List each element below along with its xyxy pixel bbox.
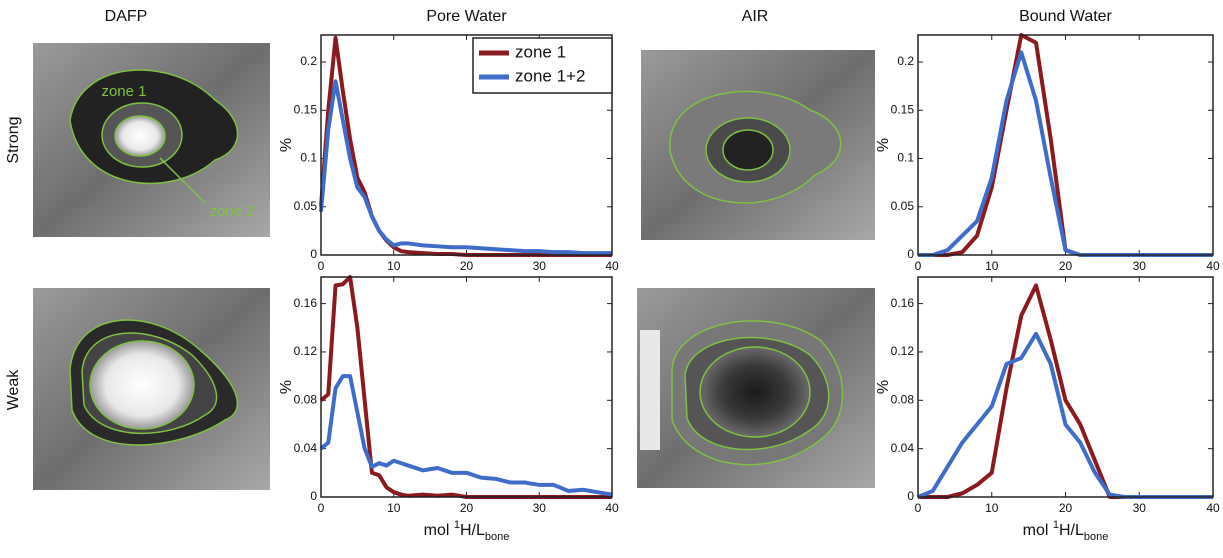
row-label: Weak (5, 369, 22, 411)
plot-area (918, 277, 1213, 497)
x-tick-label: 20 (460, 501, 474, 515)
x-tick-label: 30 (533, 501, 547, 515)
y-tick-label: 0 (907, 489, 914, 503)
x-tick-label: 40 (1206, 501, 1220, 515)
x-axis-label-part: mol (424, 522, 454, 539)
y-tick-label: 0 (310, 247, 317, 261)
y-tick-label: 0.16 (891, 296, 915, 310)
x-tick-label: 10 (387, 259, 401, 273)
y-tick-label: 0.05 (891, 199, 915, 213)
y-tick-label: 0.1 (300, 151, 317, 165)
y-tick-label: 0.12 (294, 344, 318, 358)
x-axis-label-part: 1 (1053, 519, 1059, 531)
y-axis-label: % (278, 138, 295, 152)
x-tick-label: 0 (318, 259, 325, 273)
column-header: DAFP (105, 8, 148, 25)
y-tick-label: 0.15 (294, 102, 318, 116)
x-tick-label: 20 (460, 259, 474, 273)
x-tick-label: 0 (915, 259, 922, 273)
x-tick-label: 30 (1133, 259, 1147, 273)
x-axis-label-part: mol (1023, 522, 1053, 539)
y-tick-label: 0 (907, 247, 914, 261)
legend-label: zone 1+2 (515, 66, 585, 85)
x-tick-label: 0 (915, 501, 922, 515)
chart-title: Pore Water (426, 8, 507, 25)
y-axis-label: % (278, 380, 295, 394)
y-tick-label: 0.16 (294, 296, 318, 310)
chart-title: Bound Water (1019, 8, 1112, 25)
zone-label: zone 2 (209, 203, 254, 220)
x-axis-label-part: 1 (454, 519, 460, 531)
image-air-weak (637, 288, 875, 488)
y-tick-label: 0.05 (294, 199, 318, 213)
x-tick-label: 40 (605, 259, 619, 273)
y-axis-label: % (875, 138, 892, 152)
image-dafp-strong: zone 1 zone 2 (33, 43, 270, 237)
x-axis-label: mol 1H/Lbone (1023, 519, 1109, 543)
y-tick-label: 0.04 (891, 441, 915, 455)
image-air-strong (641, 50, 875, 240)
series-line (319, 374, 613, 497)
x-tick-label: 10 (387, 501, 401, 515)
zone-label: zone 1 (101, 83, 146, 100)
axes-frame (320, 276, 613, 498)
x-tick-label: 40 (1206, 259, 1220, 273)
x-tick-label: 0 (318, 501, 325, 515)
x-tick-label: 10 (985, 501, 999, 515)
x-tick-label: 20 (1059, 259, 1073, 273)
axes-frame (917, 276, 1214, 498)
x-axis-label: mol 1H/Lbone (424, 519, 510, 543)
y-tick-label: 0.2 (300, 54, 317, 68)
legend-label: zone 1 (515, 42, 566, 61)
legend-box (472, 37, 613, 94)
axes-frame (917, 34, 1214, 256)
x-axis-label-part: H/L (1059, 522, 1084, 539)
x-tick-label: 20 (1059, 501, 1073, 515)
x-tick-label: 30 (1133, 501, 1147, 515)
x-tick-label: 10 (985, 259, 999, 273)
x-tick-label: 40 (605, 501, 619, 515)
y-tick-label: 0.15 (891, 102, 915, 116)
x-axis-label-part: bone (485, 531, 509, 543)
x-axis-label-part: bone (1084, 531, 1108, 543)
y-tick-label: 0.12 (891, 344, 915, 358)
series-line (319, 79, 612, 256)
plot-area (918, 35, 1213, 255)
legend: zone 1 zone 1+2 (472, 37, 613, 94)
y-tick-label: 0 (310, 489, 317, 503)
y-tick-label: 0.08 (294, 392, 318, 406)
column-header: AIR (742, 8, 769, 25)
x-tick-label: 30 (533, 259, 547, 273)
y-axis-label: % (875, 380, 892, 394)
y-tick-label: 0.1 (897, 151, 914, 165)
axes-frame (320, 34, 613, 256)
image-dafp-weak (33, 288, 270, 490)
x-axis-label-part: H/L (460, 522, 485, 539)
y-tick-label: 0.08 (891, 392, 915, 406)
row-label: Strong (5, 116, 22, 163)
y-tick-label: 0.04 (294, 441, 318, 455)
y-tick-label: 0.2 (897, 54, 914, 68)
